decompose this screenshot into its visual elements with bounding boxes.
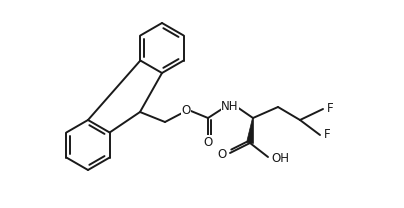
Text: F: F — [324, 129, 330, 141]
Text: NH: NH — [221, 100, 239, 114]
Text: O: O — [218, 147, 227, 161]
Polygon shape — [246, 118, 253, 144]
Text: O: O — [181, 104, 191, 118]
Text: OH: OH — [271, 152, 289, 166]
Text: O: O — [203, 135, 213, 149]
Text: F: F — [327, 103, 334, 115]
